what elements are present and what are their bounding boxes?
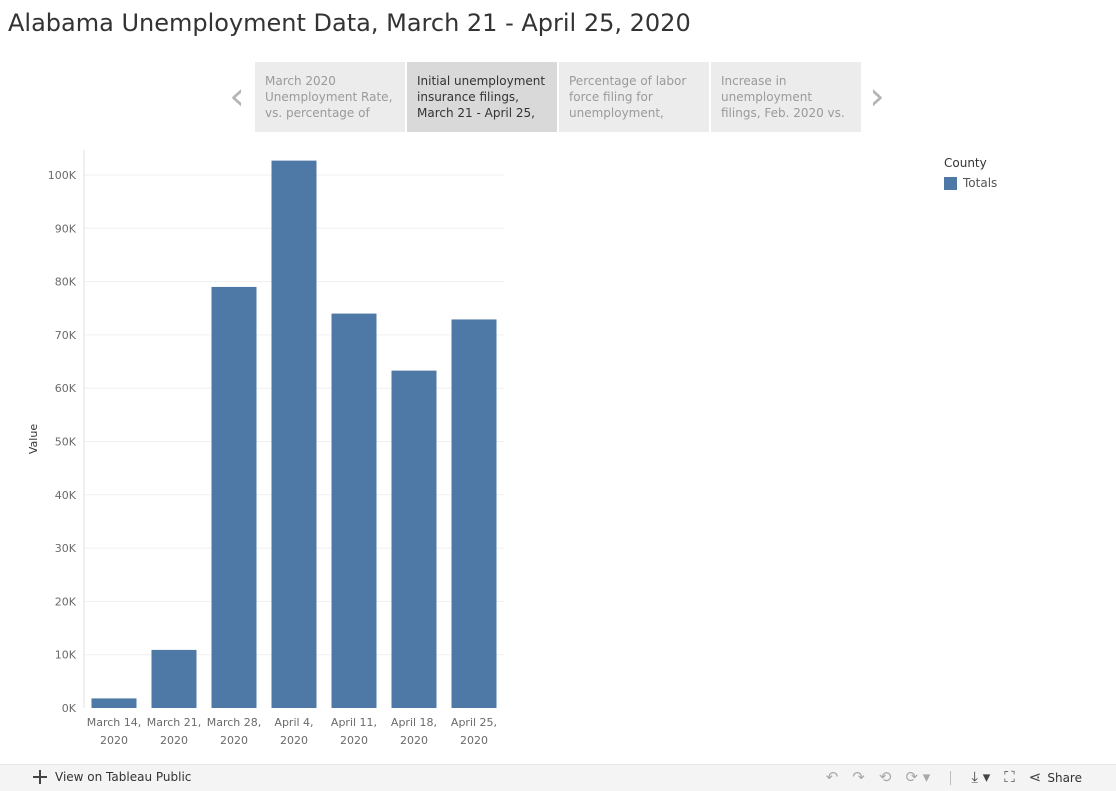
x-tick-label: 2020	[460, 734, 488, 747]
x-tick-label: March 28,	[207, 716, 262, 729]
story-point-2[interactable]: Initial unemployment insurance filings, …	[407, 62, 557, 132]
bar	[271, 160, 317, 708]
story-point-3[interactable]: Percentage of labor force filing for une…	[559, 62, 709, 132]
revert-icon[interactable]: ⟲	[878, 768, 892, 786]
story-point-text: March 2020 Unemployment Rate, vs. percen…	[265, 74, 393, 120]
x-tick-label: April 25,	[451, 716, 497, 729]
legend-label: Totals	[963, 176, 998, 190]
x-tick-label: 2020	[100, 734, 128, 747]
legend: County Totals	[944, 156, 997, 190]
footer-toolbar: View on Tableau Public ↶ ↷ ⟲ ⟳ ▾ ⤓ ▾ ⛶ ⋖…	[0, 764, 1116, 791]
x-tick-label: April 11,	[331, 716, 377, 729]
x-tick-label: 2020	[340, 734, 368, 747]
refresh-icon[interactable]: ⟳ ▾	[905, 768, 931, 786]
bar	[331, 313, 377, 708]
legend-title: County	[944, 156, 987, 170]
story-points: March 2020 Unemployment Rate, vs. percen…	[255, 62, 861, 132]
x-tick-label: 2020	[280, 734, 308, 747]
y-tick-label: 10K	[55, 649, 77, 662]
story-point-text: Increase in unemployment filings, Feb. 2…	[721, 74, 845, 120]
chevron-right-icon[interactable]: ›	[869, 74, 885, 118]
redo-icon[interactable]: ↷	[852, 768, 865, 786]
story-point-1[interactable]: March 2020 Unemployment Rate, vs. percen…	[255, 62, 405, 132]
x-tick-label: 2020	[160, 734, 188, 747]
download-icon[interactable]: ⤓ ▾	[971, 768, 991, 786]
y-tick-label: 40K	[55, 489, 77, 502]
legend-swatch	[944, 176, 957, 190]
story-point-4[interactable]: Increase in unemployment filings, Feb. 2…	[711, 62, 861, 132]
bar	[391, 370, 437, 708]
bar	[211, 286, 257, 708]
page-title: Alabama Unemployment Data, March 21 - Ap…	[8, 9, 691, 37]
x-tick-label: April 18,	[391, 716, 437, 729]
y-tick-label: 50K	[55, 436, 77, 449]
y-tick-label: 90K	[55, 222, 77, 235]
view-on-tableau-link[interactable]: View on Tableau Public	[33, 770, 191, 784]
bar	[151, 649, 197, 708]
undo-icon[interactable]: ↶	[825, 768, 839, 786]
x-tick-label: 2020	[400, 734, 428, 747]
story-point-text: Percentage of labor force filing for une…	[569, 74, 687, 120]
share-icon: ⋖	[1028, 768, 1042, 786]
y-tick-label: 30K	[55, 542, 77, 555]
share-button[interactable]: ⋖ Share	[1029, 769, 1082, 786]
bar-chart: 0K 10K 20K 30K 40K 50K 60K 70K 80K 90K 100K Value Ma…	[27, 150, 504, 747]
chevron-left-icon[interactable]: ‹	[229, 74, 245, 118]
x-tick-label: March 14,	[87, 716, 142, 729]
y-tick-label: 20K	[55, 595, 77, 608]
x-tick-label: 2020	[220, 734, 248, 747]
toolbar-actions: ↶ ↷ ⟲ ⟳ ▾ ⤓ ▾ ⛶ ⋖ Share	[826, 769, 1082, 786]
view-on-tableau-label: View on Tableau Public	[55, 770, 192, 784]
x-tick-label: March 21,	[147, 716, 202, 729]
y-tick-label: 80K	[55, 276, 77, 289]
story-navigator: ‹ March 2020 Unemployment Rate, vs. perc…	[225, 62, 895, 132]
bar	[91, 698, 137, 708]
share-label: Share	[1047, 770, 1082, 785]
legend-item-totals[interactable]: Totals	[944, 176, 997, 190]
bar	[451, 319, 497, 708]
fullscreen-icon[interactable]: ⛶	[1004, 768, 1015, 786]
x-tick-label: April 4,	[274, 716, 313, 729]
y-tick-label: 100K	[48, 169, 77, 182]
y-axis-title: Value	[27, 424, 40, 454]
story-point-text: Initial unemployment insurance filings, …	[417, 74, 546, 120]
y-tick-label: 60K	[55, 382, 77, 395]
toolbar-divider	[950, 770, 952, 785]
y-tick-label: 0K	[62, 702, 77, 715]
tableau-logo-icon	[33, 770, 47, 784]
y-tick-label: 70K	[55, 329, 77, 342]
